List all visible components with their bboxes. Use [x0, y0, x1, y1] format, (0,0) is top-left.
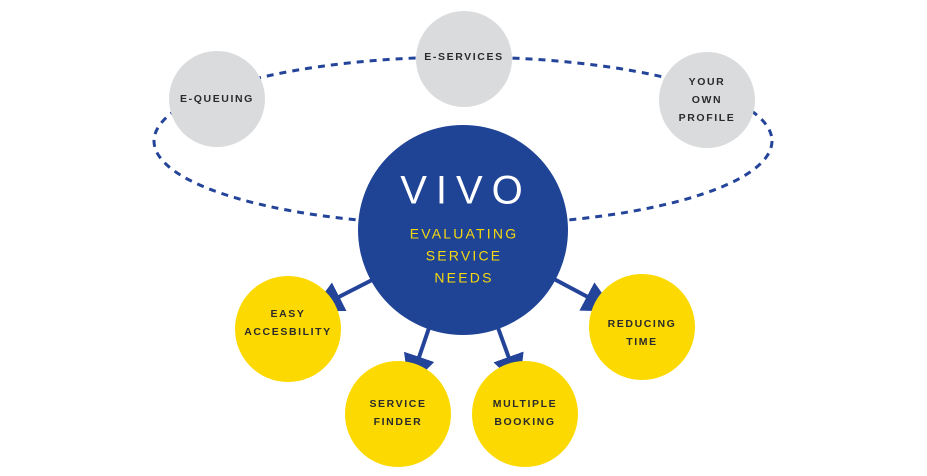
- hub-circle: [358, 125, 568, 335]
- benefit-node-label-line-2: ACCESBILITY: [244, 326, 332, 338]
- benefit-node-label-line-1: EASY: [271, 308, 306, 320]
- hub-title: VIVO: [400, 169, 532, 213]
- hub-node: VIVO EVALUATING SERVICE NEEDS: [358, 125, 568, 335]
- orbit-node-e-services: E-SERVICES: [416, 11, 512, 107]
- benefit-node-reducing-time: REDUCING TIME: [589, 274, 695, 380]
- benefit-node-label-line-2: BOOKING: [494, 416, 555, 428]
- benefit-node-circle: [235, 276, 341, 382]
- orbit-node-circle: [169, 51, 265, 147]
- connector-service-finder: [404, 324, 435, 388]
- orbit-node-label-line-2: OWN: [692, 94, 722, 106]
- orbit-node-label: E-SERVICES: [424, 51, 503, 63]
- benefit-node-label-line-1: REDUCING: [608, 318, 677, 330]
- orbit-node-label-line-1: YOUR: [689, 76, 726, 88]
- benefit-node-label-line-1: SERVICE: [369, 398, 426, 410]
- benefit-node-circle: [589, 274, 695, 380]
- benefit-node-circle: [472, 361, 578, 467]
- benefit-node-easy-accesibility: EASY ACCESBILITY: [235, 276, 341, 382]
- orbit-node-e-queuing: E-QUEUING: [169, 51, 265, 147]
- benefit-node-label-line-2: TIME: [626, 336, 657, 348]
- hub-subtitle-line-2: SERVICE: [426, 248, 503, 264]
- connector-easy-accesibility: [310, 277, 375, 312]
- orbit-node-label: E-QUEUING: [180, 93, 254, 105]
- orbit-node-circle: [416, 11, 512, 107]
- benefit-node-circle: [345, 361, 451, 467]
- orbit-node-circle: [659, 52, 755, 148]
- orbit-node-your-own-profile: YOUR OWN PROFILE: [659, 52, 755, 148]
- benefit-node-label-line-2: FINDER: [374, 416, 423, 428]
- benefit-node-label-line-1: MULTIPLE: [493, 398, 558, 410]
- benefit-node-service-finder: SERVICE FINDER: [345, 361, 451, 467]
- benefit-node-multiple-booking: MULTIPLE BOOKING: [472, 361, 578, 467]
- hub-subtitle-line-3: NEEDS: [434, 270, 493, 286]
- connector-reducing-time: [553, 277, 616, 312]
- orbit-node-label-line-3: PROFILE: [679, 112, 736, 124]
- hub-subtitle-line-1: EVALUATING: [410, 226, 519, 242]
